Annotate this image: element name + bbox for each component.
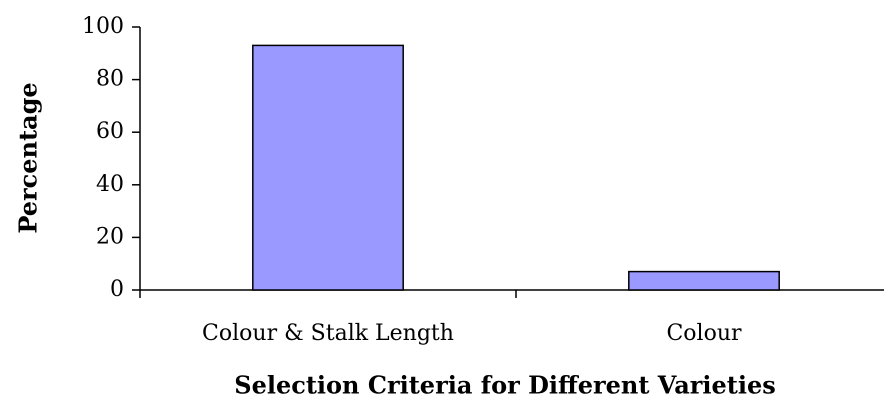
y-tick-label: 100 xyxy=(82,14,124,39)
y-axis-label: Percentage xyxy=(14,82,43,233)
y-tick-label: 20 xyxy=(96,224,124,249)
x-tick-label: Colour & Stalk Length xyxy=(202,321,454,346)
y-tick-label: 0 xyxy=(110,277,124,302)
x-axis-label: Selection Criteria for Different Varieti… xyxy=(234,371,776,400)
bar xyxy=(252,44,404,291)
y-tick-label: 60 xyxy=(96,119,124,144)
x-tick-label: Colour xyxy=(666,321,742,346)
bar xyxy=(628,270,780,291)
y-tick-label: 40 xyxy=(96,172,124,197)
y-tick-label: 80 xyxy=(96,67,124,92)
